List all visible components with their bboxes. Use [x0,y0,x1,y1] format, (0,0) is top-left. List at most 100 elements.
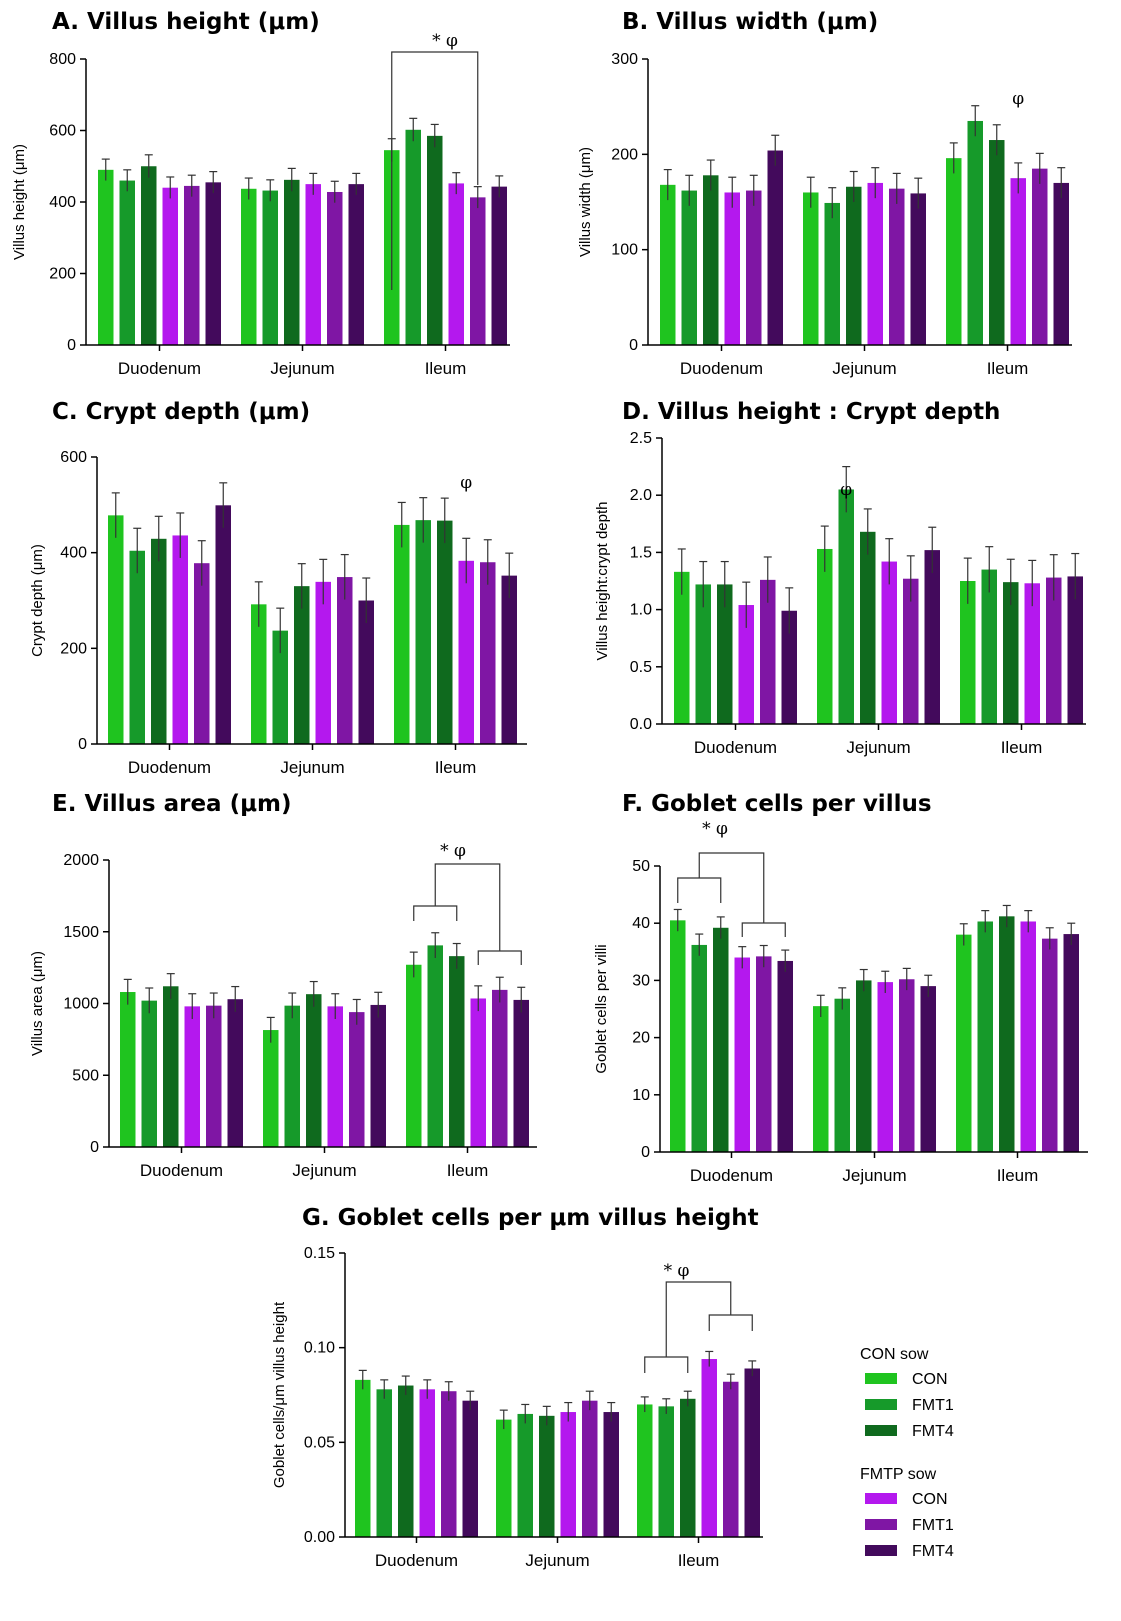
panel-F: F. Goblet cells per villus Goblet cells p… [593,791,1088,1185]
error-bar [144,154,153,178]
bar [470,998,486,1147]
panel-title: E. Villus area (μm) [52,791,291,817]
y-tick-label: 2000 [63,852,99,869]
bar [108,515,124,744]
bar [441,1391,457,1537]
error-bar [842,466,851,513]
bar [406,964,422,1147]
legend: CON sow CON FMT1 FMT4 FMTP sow CON FMT1 FMT4 [860,1346,954,1560]
y-tick-label: 40 [632,915,650,932]
error-bar [419,497,428,543]
x-category-label: Duodenum [690,1166,773,1185]
x-category-label: Ileum [435,758,477,777]
error-bar [1045,927,1054,950]
bar [999,916,1015,1152]
error-bar [197,540,206,586]
error-bar [1002,904,1011,928]
error-bar [145,987,154,1014]
error-bar [699,560,708,608]
error-bar [716,916,725,939]
x-category-label: Duodenum [694,738,777,757]
x-category-label: Jejunum [846,738,910,757]
bar [376,1389,392,1537]
error-bar [1035,152,1044,184]
error-bar [871,167,880,199]
error-bar [297,563,306,609]
bar [834,998,850,1152]
y-axis-title: Villus height:crypt depth [594,502,611,661]
error-bar [677,548,686,595]
error-bar [992,124,1001,156]
bar [560,1412,576,1537]
y-tick-label: 400 [60,545,87,562]
y-tick-label: 0 [90,1139,99,1156]
bar [205,182,221,345]
error-bar [340,553,349,600]
bar [480,562,496,744]
legend-item-label: FMT4 [912,1423,954,1440]
bar [1046,577,1062,724]
error-bar [738,946,747,969]
bar [920,986,936,1152]
error-bar [409,951,418,978]
error-bar [838,987,847,1010]
bar [1067,576,1083,724]
error-bar [517,986,526,1013]
error-bar [452,172,461,195]
error-bar [928,526,937,573]
error-bar [444,1381,453,1401]
error-bar [254,581,263,627]
error-bar [401,1375,410,1395]
error-bar [362,577,371,623]
error-bar [319,558,328,605]
error-bar [1024,910,1033,933]
bar [777,960,793,1152]
error-bar [640,1396,649,1413]
bar [462,1400,478,1537]
error-bar [820,525,829,572]
panel-title: C. Crypt depth (μm) [52,399,310,425]
bar [817,548,833,724]
bar [305,184,321,345]
bar [427,945,443,1147]
bar [781,610,797,724]
error-bar [483,539,492,585]
bar [1024,583,1040,724]
error-bar [806,176,815,208]
bar [327,191,343,345]
error-bar [781,949,790,972]
x-category-label: Ileum [987,359,1029,378]
error-bar [564,1401,573,1422]
error-bar [187,174,196,197]
bar [141,166,157,345]
panel-B: B. Villus width (μm) Villus width (μm) 0 10… [577,9,1072,378]
bar [803,192,819,345]
error-bar [330,180,339,203]
error-bar [473,186,482,209]
bar [306,994,322,1147]
bar [470,197,486,345]
error-bar [505,552,514,599]
bar [141,1000,157,1147]
error-bar [720,560,729,608]
x-category-label: Jejunum [832,359,896,378]
bar [398,1385,414,1537]
y-tick-label: 10 [632,1087,650,1104]
error-bar [683,1390,692,1407]
error-bar [695,933,704,956]
error-bar [748,1360,757,1377]
error-bar [902,967,911,991]
y-axis-title: Villus area (μm) [29,951,46,1056]
bar [760,579,776,724]
bar [337,577,353,744]
x-category-label: Jejunum [270,359,334,378]
bar [813,1006,829,1152]
error-bar [542,1405,551,1426]
significance-bracket [391,51,479,290]
bar [723,1381,739,1537]
error-bar [885,538,894,585]
bar [263,1030,279,1147]
bar [981,569,997,724]
error-bar [816,994,825,1018]
error-bar [166,973,175,999]
